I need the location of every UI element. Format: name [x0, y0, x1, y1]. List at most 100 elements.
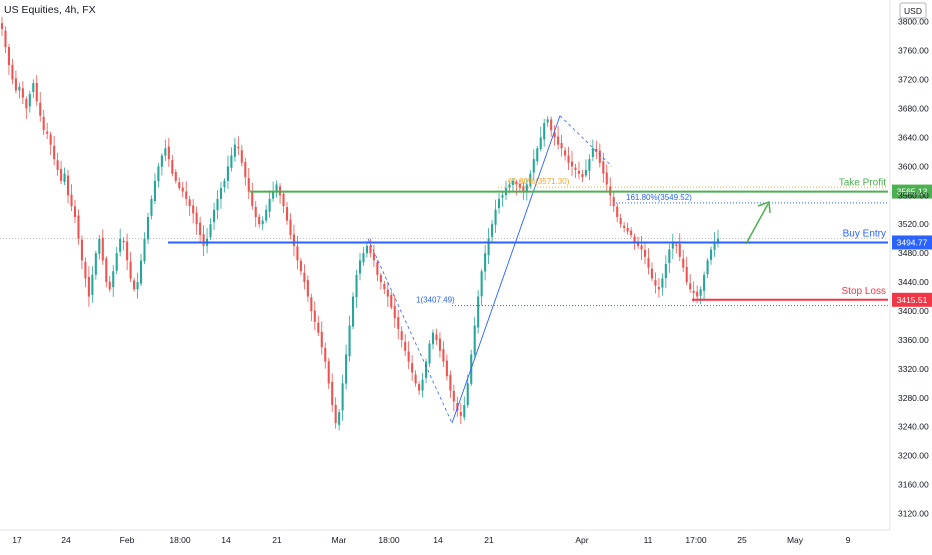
candle[interactable]: [449, 370, 452, 399]
candle[interactable]: [84, 257, 87, 288]
candle[interactable]: [685, 256, 688, 286]
candle[interactable]: [133, 277, 136, 292]
candle[interactable]: [320, 321, 323, 355]
candle[interactable]: [445, 354, 448, 381]
candle[interactable]: [28, 90, 31, 113]
candle[interactable]: [265, 204, 268, 223]
candle[interactable]: [393, 295, 396, 328]
candle[interactable]: [11, 58, 14, 85]
candle[interactable]: [619, 213, 622, 228]
candle[interactable]: [108, 275, 111, 293]
candle[interactable]: [143, 232, 146, 265]
candle[interactable]: [400, 326, 403, 348]
candle[interactable]: [362, 246, 365, 266]
candle[interactable]: [643, 243, 647, 265]
candle[interactable]: [411, 355, 414, 381]
candle[interactable]: [511, 177, 514, 192]
candle[interactable]: [365, 241, 368, 258]
candle[interactable]: [324, 342, 327, 369]
candle[interactable]: [682, 249, 685, 273]
candle[interactable]: [94, 250, 97, 280]
candle[interactable]: [376, 259, 379, 282]
candle[interactable]: [219, 182, 223, 209]
candle[interactable]: [703, 271, 706, 301]
candle[interactable]: [199, 216, 202, 242]
candle[interactable]: [310, 293, 313, 322]
candle[interactable]: [268, 190, 271, 218]
candle[interactable]: [87, 266, 90, 307]
candle[interactable]: [424, 358, 428, 384]
candle[interactable]: [553, 125, 556, 146]
candle[interactable]: [536, 145, 539, 166]
candle[interactable]: [299, 257, 302, 276]
candle[interactable]: [647, 248, 650, 275]
candle[interactable]: [18, 82, 21, 99]
candle[interactable]: [657, 278, 660, 298]
candle[interactable]: [139, 253, 143, 287]
candle[interactable]: [557, 126, 560, 150]
candle[interactable]: [192, 198, 195, 224]
candle[interactable]: [675, 241, 678, 254]
candle[interactable]: [56, 152, 59, 176]
candle[interactable]: [39, 91, 42, 122]
candle[interactable]: [452, 384, 455, 412]
candle[interactable]: [567, 146, 570, 170]
candle[interactable]: [487, 228, 490, 265]
candle[interactable]: [49, 131, 52, 155]
candle[interactable]: [612, 190, 615, 213]
candle[interactable]: [275, 180, 278, 198]
candle[interactable]: [171, 154, 174, 177]
candle[interactable]: [435, 328, 438, 345]
candle[interactable]: [463, 396, 466, 421]
candle[interactable]: [595, 140, 598, 159]
candle[interactable]: [689, 274, 692, 293]
candle[interactable]: [306, 275, 309, 302]
candle[interactable]: [386, 281, 389, 308]
candle[interactable]: [136, 272, 139, 299]
candle[interactable]: [195, 206, 198, 235]
candle[interactable]: [327, 358, 330, 389]
candle[interactable]: [285, 201, 289, 225]
candle[interactable]: [379, 272, 382, 290]
candle[interactable]: [671, 234, 674, 260]
candle[interactable]: [46, 122, 49, 140]
candle[interactable]: [244, 157, 247, 186]
candle[interactable]: [348, 315, 351, 362]
candle[interactable]: [418, 381, 421, 395]
candle[interactable]: [119, 228, 122, 257]
candle[interactable]: [431, 329, 435, 350]
candle[interactable]: [209, 218, 212, 241]
candle[interactable]: [313, 301, 316, 331]
candle[interactable]: [692, 281, 695, 303]
swing-segment[interactable]: [451, 115, 561, 424]
candle[interactable]: [630, 226, 633, 238]
candle[interactable]: [185, 181, 188, 206]
projection-arrow[interactable]: [745, 200, 771, 245]
candle[interactable]: [14, 70, 17, 94]
candle[interactable]: [407, 341, 410, 369]
candle[interactable]: [150, 195, 153, 220]
candle[interactable]: [237, 136, 240, 155]
candle[interactable]: [66, 169, 70, 204]
candle[interactable]: [560, 135, 563, 157]
candle[interactable]: [438, 332, 441, 358]
candle[interactable]: [202, 225, 205, 257]
candle[interactable]: [716, 229, 720, 248]
candle[interactable]: [497, 193, 501, 214]
candle[interactable]: [518, 179, 521, 193]
candle[interactable]: [713, 232, 716, 257]
candle[interactable]: [331, 373, 334, 412]
annotations[interactable]: Take Profit 3565.13 Buy Entry 3494.77 Stop L…: [168, 115, 932, 424]
candle[interactable]: [710, 246, 713, 265]
candle[interactable]: [588, 154, 591, 181]
candle[interactable]: [546, 116, 549, 127]
candle[interactable]: [0, 16, 4, 36]
candle[interactable]: [77, 209, 80, 245]
candle[interactable]: [404, 334, 407, 357]
candle[interactable]: [292, 224, 296, 257]
candle[interactable]: [341, 374, 344, 421]
candle[interactable]: [654, 272, 657, 294]
candle[interactable]: [216, 190, 219, 220]
candle[interactable]: [543, 118, 546, 147]
